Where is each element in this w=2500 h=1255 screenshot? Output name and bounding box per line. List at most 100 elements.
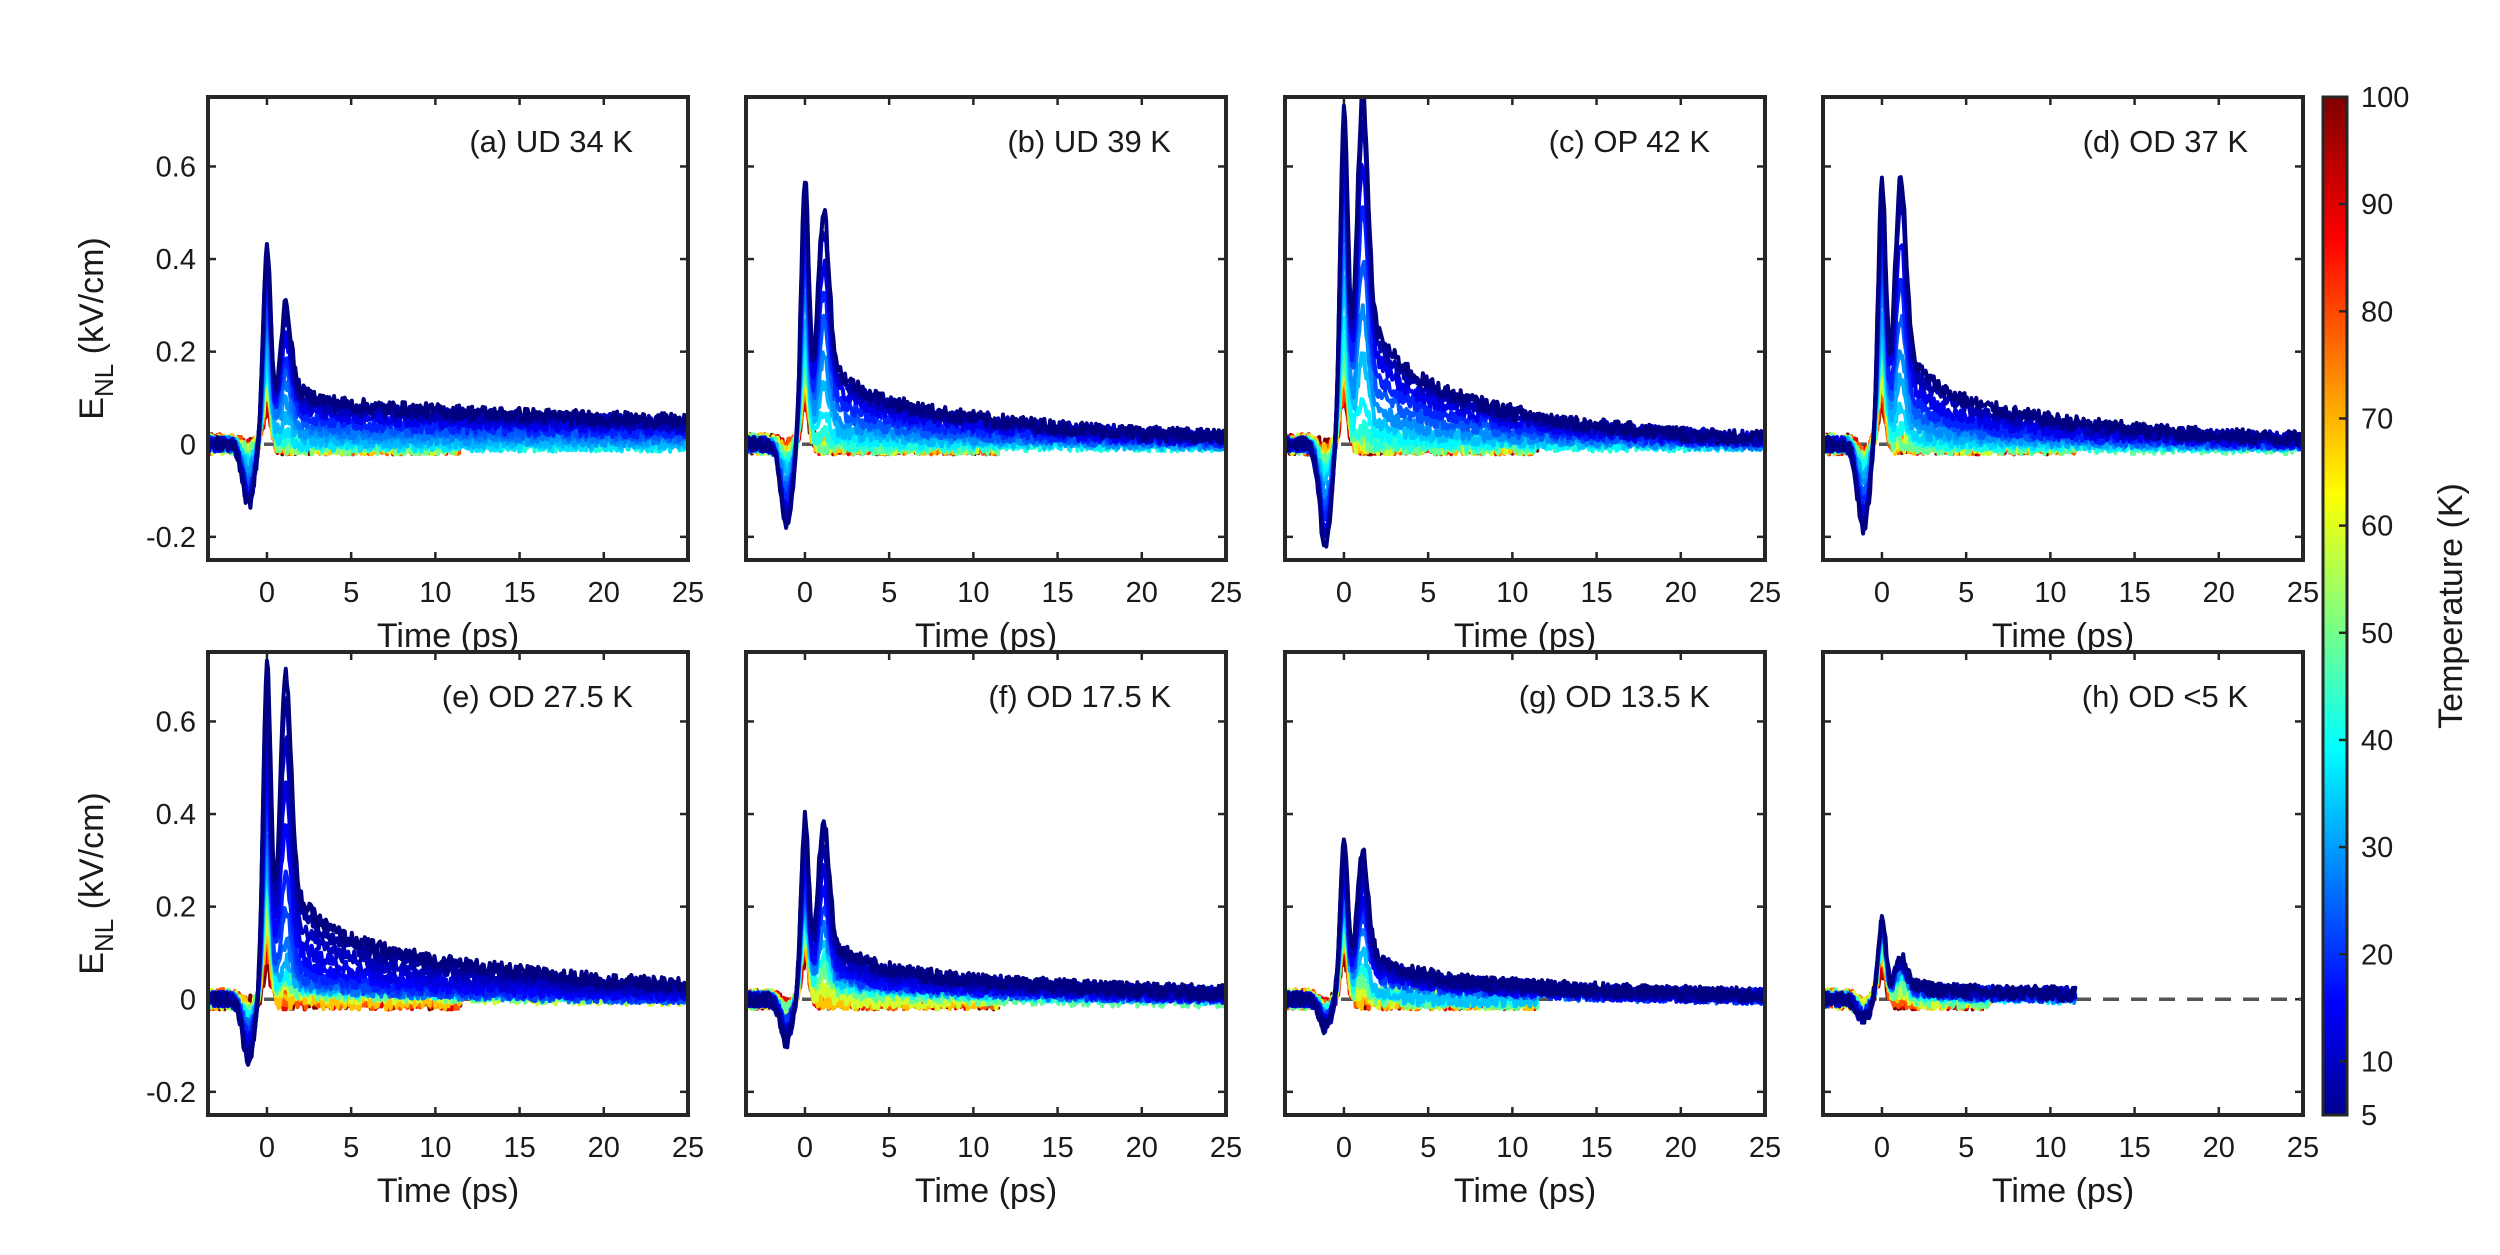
x-tick-label: 15 bbox=[2118, 577, 2150, 609]
trace-5K bbox=[208, 242, 688, 510]
colorbar-tick-label: 50 bbox=[2361, 618, 2393, 650]
trace-5K bbox=[1285, 837, 1765, 1036]
traces-group bbox=[1823, 914, 2078, 1025]
colorbar-tick-label: 80 bbox=[2361, 296, 2393, 328]
x-tick-label: 25 bbox=[1210, 577, 1242, 609]
panel-title: (d) OD 37 K bbox=[2083, 124, 2249, 159]
panel-title: (f) OD 17.5 K bbox=[988, 679, 1171, 714]
panels-layer: (a) UD 34 K 0 5 10 15 20 25 Time (ps) -0.2 0 0.2 0.… bbox=[73, 95, 2319, 1210]
colorbar-tick-label: 30 bbox=[2361, 832, 2393, 864]
x-tick-label: 0 bbox=[1874, 1132, 1890, 1164]
x-tick-label: 0 bbox=[1336, 577, 1352, 609]
y-axis-label-subscript: NL bbox=[89, 919, 119, 952]
panel-frame bbox=[1821, 650, 2305, 1117]
x-tick-label: 5 bbox=[881, 577, 897, 609]
x-tick-label: 15 bbox=[1041, 1132, 1073, 1164]
panel-frame bbox=[1283, 95, 1767, 562]
colorbar-tick-label: 10 bbox=[2361, 1046, 2393, 1078]
panel-0: (a) UD 34 K 0 5 10 15 20 25 Time (ps) -0.2 0 0.2 0.… bbox=[73, 95, 704, 655]
trace-25K bbox=[208, 302, 688, 494]
y-axis-label-main: E bbox=[73, 952, 111, 975]
panel-title: (e) OD 27.5 K bbox=[442, 679, 634, 714]
traces-group bbox=[746, 180, 1226, 530]
panel-frame bbox=[744, 650, 1228, 1117]
x-tick-label: 15 bbox=[1580, 1132, 1612, 1164]
x-tick-label: 0 bbox=[259, 577, 275, 609]
x-axis-label: Time (ps) bbox=[1992, 1172, 2134, 1210]
x-tick-label: 25 bbox=[672, 1132, 704, 1164]
x-tick-label: 20 bbox=[1665, 1132, 1697, 1164]
colorbar-tick-label: 100 bbox=[2361, 82, 2409, 114]
y-tick-label: 0.6 bbox=[156, 151, 196, 183]
panel-frame bbox=[1283, 650, 1767, 1117]
trace-5K bbox=[1285, 97, 1765, 549]
y-axis-label-unit: (kV/cm) bbox=[73, 792, 111, 919]
x-tick-label: 20 bbox=[1665, 577, 1697, 609]
y-tick-label: 0.2 bbox=[156, 337, 196, 369]
panel-5: (f) OD 17.5 K 0 5 10 15 20 25 Time (ps) bbox=[744, 650, 1242, 1210]
y-tick-label: -0.2 bbox=[146, 522, 196, 554]
panel-frame bbox=[744, 95, 1228, 562]
x-tick-label: 10 bbox=[2034, 577, 2066, 609]
colorbar-tick-label: 5 bbox=[2361, 1100, 2377, 1132]
colorbar-tick-label: 70 bbox=[2361, 403, 2393, 435]
x-axis-label: Time (ps) bbox=[1454, 1172, 1596, 1210]
trace-5K bbox=[1823, 175, 2303, 536]
x-axis-label: Time (ps) bbox=[915, 1172, 1057, 1210]
y-axis-label-main: E bbox=[73, 397, 111, 420]
x-tick-label: 15 bbox=[1041, 577, 1073, 609]
trace-15K bbox=[208, 263, 688, 501]
x-tick-label: 25 bbox=[2287, 577, 2319, 609]
x-tick-label: 25 bbox=[1749, 577, 1781, 609]
y-tick-label: -0.2 bbox=[146, 1077, 196, 1109]
trace-5K bbox=[746, 809, 1226, 1050]
y-tick-label: 0.2 bbox=[156, 892, 196, 924]
x-tick-label: 20 bbox=[1126, 1132, 1158, 1164]
x-tick-label: 25 bbox=[1749, 1132, 1781, 1164]
colorbar-label: Temperature (K) bbox=[2432, 483, 2470, 729]
x-tick-label: 25 bbox=[2287, 1132, 2319, 1164]
y-axis-label: ENL (kV/cm) bbox=[73, 792, 119, 974]
x-tick-label: 0 bbox=[797, 1132, 813, 1164]
x-axis-label: Time (ps) bbox=[377, 617, 519, 655]
colorbar-tick-label: 20 bbox=[2361, 939, 2393, 971]
colorbar-tick-label: 60 bbox=[2361, 511, 2393, 543]
x-tick-label: 5 bbox=[1958, 577, 1974, 609]
colorbar: 5 10 20 30 40 50 60 70 80 90 100 Temperature (K) bbox=[2321, 82, 2470, 1132]
x-tick-label: 5 bbox=[343, 577, 359, 609]
x-tick-label: 5 bbox=[1420, 577, 1436, 609]
x-tick-label: 0 bbox=[797, 577, 813, 609]
panel-title: (h) OD <5 K bbox=[2082, 679, 2249, 714]
panel-title: (g) OD 13.5 K bbox=[1519, 679, 1711, 714]
panel-frame bbox=[206, 650, 690, 1117]
x-tick-label: 20 bbox=[588, 577, 620, 609]
traces-group bbox=[208, 658, 688, 1067]
x-tick-label: 20 bbox=[588, 1132, 620, 1164]
x-tick-label: 5 bbox=[1958, 1132, 1974, 1164]
trace-5K bbox=[208, 658, 688, 1067]
y-axis-label: ENL (kV/cm) bbox=[73, 237, 119, 419]
traces-group bbox=[1285, 97, 1765, 549]
colorbar-gradient bbox=[2321, 95, 2349, 1117]
trace-15K bbox=[1823, 225, 2303, 521]
x-tick-label: 10 bbox=[957, 577, 989, 609]
panel-title: (a) UD 34 K bbox=[469, 124, 633, 159]
x-axis-label: Time (ps) bbox=[1992, 617, 2134, 655]
x-tick-label: 15 bbox=[1580, 577, 1612, 609]
x-axis-label: Time (ps) bbox=[1454, 617, 1596, 655]
x-tick-label: 0 bbox=[1874, 577, 1890, 609]
y-tick-label: 0.4 bbox=[156, 799, 196, 831]
trace-5K bbox=[1823, 914, 2078, 1025]
x-tick-label: 20 bbox=[2203, 577, 2235, 609]
x-tick-label: 25 bbox=[672, 577, 704, 609]
panel-6: (g) OD 13.5 K 0 5 10 15 20 25 Time (ps) bbox=[1283, 650, 1781, 1210]
x-tick-label: 5 bbox=[1420, 1132, 1436, 1164]
x-axis-label: Time (ps) bbox=[377, 1172, 519, 1210]
y-tick-label: 0 bbox=[180, 984, 196, 1016]
x-tick-label: 25 bbox=[1210, 1132, 1242, 1164]
x-tick-label: 0 bbox=[259, 1132, 275, 1164]
x-tick-label: 15 bbox=[2118, 1132, 2150, 1164]
colorbar-tick-label: 90 bbox=[2361, 189, 2393, 221]
